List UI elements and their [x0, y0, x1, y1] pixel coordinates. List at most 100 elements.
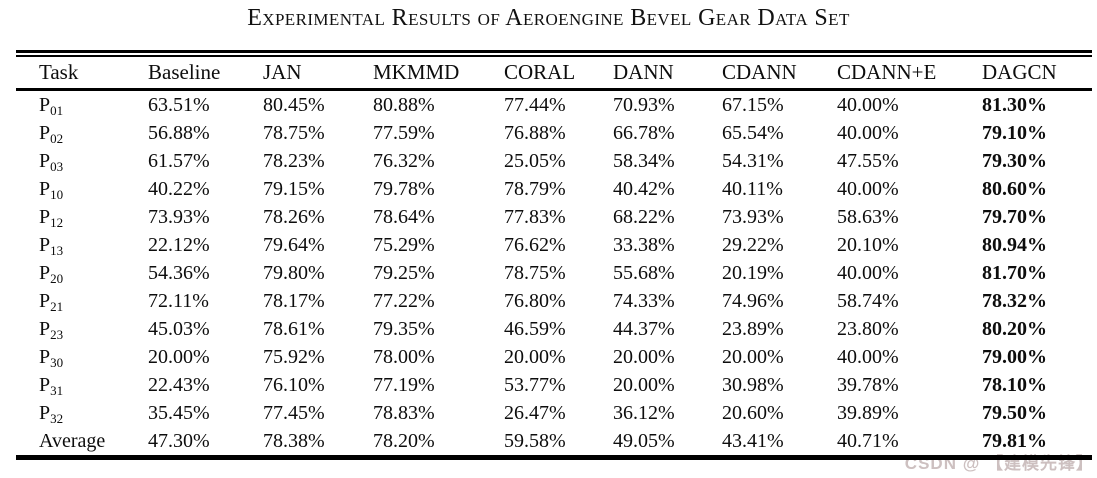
- value-cell: 22.43%: [148, 373, 210, 396]
- value-cell: 79.30%: [982, 149, 1047, 172]
- value-cell: 74.33%: [613, 289, 675, 312]
- value-cell: 79.35%: [373, 317, 435, 340]
- value-cell: 40.42%: [613, 177, 675, 200]
- task-cell: Average: [16, 427, 148, 458]
- value-cell: 79.10%: [982, 121, 1047, 144]
- column-header-task: Task: [16, 57, 148, 91]
- value-cell: 33.38%: [613, 233, 675, 256]
- value-cell: 79.50%: [982, 401, 1047, 424]
- value-cell: 30.98%: [722, 373, 784, 396]
- value-cell: 74.96%: [722, 289, 784, 312]
- task-cell: P12: [16, 203, 148, 231]
- table-row: P03 61.57% 78.23% 76.32% 25.05% 58.34% 54.31% 4…: [16, 147, 1092, 175]
- value-cell: 44.37%: [613, 317, 675, 340]
- value-cell: 77.83%: [504, 205, 566, 228]
- task-cell: P23: [16, 315, 148, 343]
- task-cell: P03: [16, 147, 148, 175]
- value-cell: 76.88%: [504, 121, 566, 144]
- value-cell: 73.93%: [722, 205, 784, 228]
- value-cell: 40.00%: [837, 121, 899, 144]
- value-cell: 78.20%: [373, 429, 435, 452]
- value-cell: 78.75%: [263, 121, 325, 144]
- task-label: P: [39, 289, 51, 312]
- value-cell: 75.29%: [373, 233, 435, 256]
- task-label: P: [39, 317, 51, 340]
- column-header-jan: JAN: [263, 57, 373, 91]
- task-cell: P31: [16, 371, 148, 399]
- value-cell: 20.00%: [613, 373, 675, 396]
- value-cell: 20.00%: [613, 345, 675, 368]
- value-cell: 25.05%: [504, 149, 566, 172]
- value-cell: 78.00%: [373, 345, 435, 368]
- value-cell: 54.36%: [148, 261, 210, 284]
- value-cell: 40.71%: [837, 429, 899, 452]
- value-cell: 79.64%: [263, 233, 325, 256]
- value-cell: 73.93%: [148, 205, 210, 228]
- value-cell: 63.51%: [148, 93, 210, 116]
- value-cell: 79.70%: [982, 205, 1047, 228]
- task-subscript: 20: [50, 270, 64, 286]
- task-subscript: 03: [50, 158, 64, 174]
- value-cell: 40.00%: [837, 177, 899, 200]
- column-header-mkmmd: MKMMD: [373, 57, 504, 91]
- task-cell: P30: [16, 343, 148, 371]
- value-cell: 77.45%: [263, 401, 325, 424]
- value-cell: 78.23%: [263, 149, 325, 172]
- table-row: Average 47.30% 78.38% 78.20% 59.58% 49.05% 43.…: [16, 427, 1092, 458]
- task-subscript: 32: [50, 410, 64, 426]
- value-cell: 20.00%: [504, 345, 566, 368]
- column-header-dagcn: DAGCN: [982, 57, 1092, 91]
- value-cell: 78.10%: [982, 373, 1047, 396]
- task-label: P: [39, 233, 51, 256]
- task-subscript: 02: [50, 130, 64, 146]
- top-double-rule: [16, 50, 1092, 57]
- table-row: P30 20.00% 75.92% 78.00% 20.00% 20.00% 20.00% 4…: [16, 343, 1092, 371]
- value-cell: 79.00%: [982, 345, 1047, 368]
- value-cell: 53.77%: [504, 373, 566, 396]
- task-cell: P32: [16, 399, 148, 427]
- task-label: P: [39, 149, 51, 172]
- task-cell: P20: [16, 259, 148, 287]
- value-cell: 79.15%: [263, 177, 325, 200]
- column-header-dann: DANN: [613, 57, 722, 91]
- table-row: P23 45.03% 78.61% 79.35% 46.59% 44.37% 23.89% 2…: [16, 315, 1092, 343]
- value-cell: 56.88%: [148, 121, 210, 144]
- column-header-baseline: Baseline: [148, 57, 263, 91]
- value-cell: 40.00%: [837, 345, 899, 368]
- value-cell: 78.79%: [504, 177, 566, 200]
- value-cell: 77.19%: [373, 373, 435, 396]
- value-cell: 23.80%: [837, 317, 899, 340]
- value-cell: 77.22%: [373, 289, 435, 312]
- value-cell: 20.60%: [722, 401, 784, 424]
- value-cell: 20.19%: [722, 261, 784, 284]
- value-cell: 40.22%: [148, 177, 210, 200]
- table-title: Experimental Results of Aeroengine Bevel…: [247, 5, 850, 31]
- results-table: Task Baseline JAN MKMMD CORAL DANN CDANN…: [16, 57, 1092, 460]
- task-subscript: 01: [50, 102, 64, 118]
- value-cell: 78.75%: [504, 261, 566, 284]
- value-cell: 81.30%: [982, 93, 1047, 116]
- value-cell: 67.15%: [722, 93, 784, 116]
- value-cell: 39.78%: [837, 373, 899, 396]
- value-cell: 78.38%: [263, 429, 325, 452]
- value-cell: 70.93%: [613, 93, 675, 116]
- value-cell: 26.47%: [504, 401, 566, 424]
- value-cell: 80.20%: [982, 317, 1047, 340]
- task-label: P: [39, 345, 51, 368]
- value-cell: 22.12%: [148, 233, 210, 256]
- task-cell: P10: [16, 175, 148, 203]
- task-label: P: [39, 401, 51, 424]
- value-cell: 68.22%: [613, 205, 675, 228]
- value-cell: 49.05%: [613, 429, 675, 452]
- value-cell: 80.94%: [982, 233, 1047, 256]
- value-cell: 47.30%: [148, 429, 210, 452]
- task-subscript: 30: [50, 354, 64, 370]
- value-cell: 78.26%: [263, 205, 325, 228]
- task-subscript: 12: [50, 214, 64, 230]
- value-cell: 80.45%: [263, 93, 325, 116]
- task-label: P: [39, 93, 51, 116]
- value-cell: 46.59%: [504, 317, 566, 340]
- value-cell: 45.03%: [148, 317, 210, 340]
- value-cell: 78.83%: [373, 401, 435, 424]
- value-cell: 58.63%: [837, 205, 899, 228]
